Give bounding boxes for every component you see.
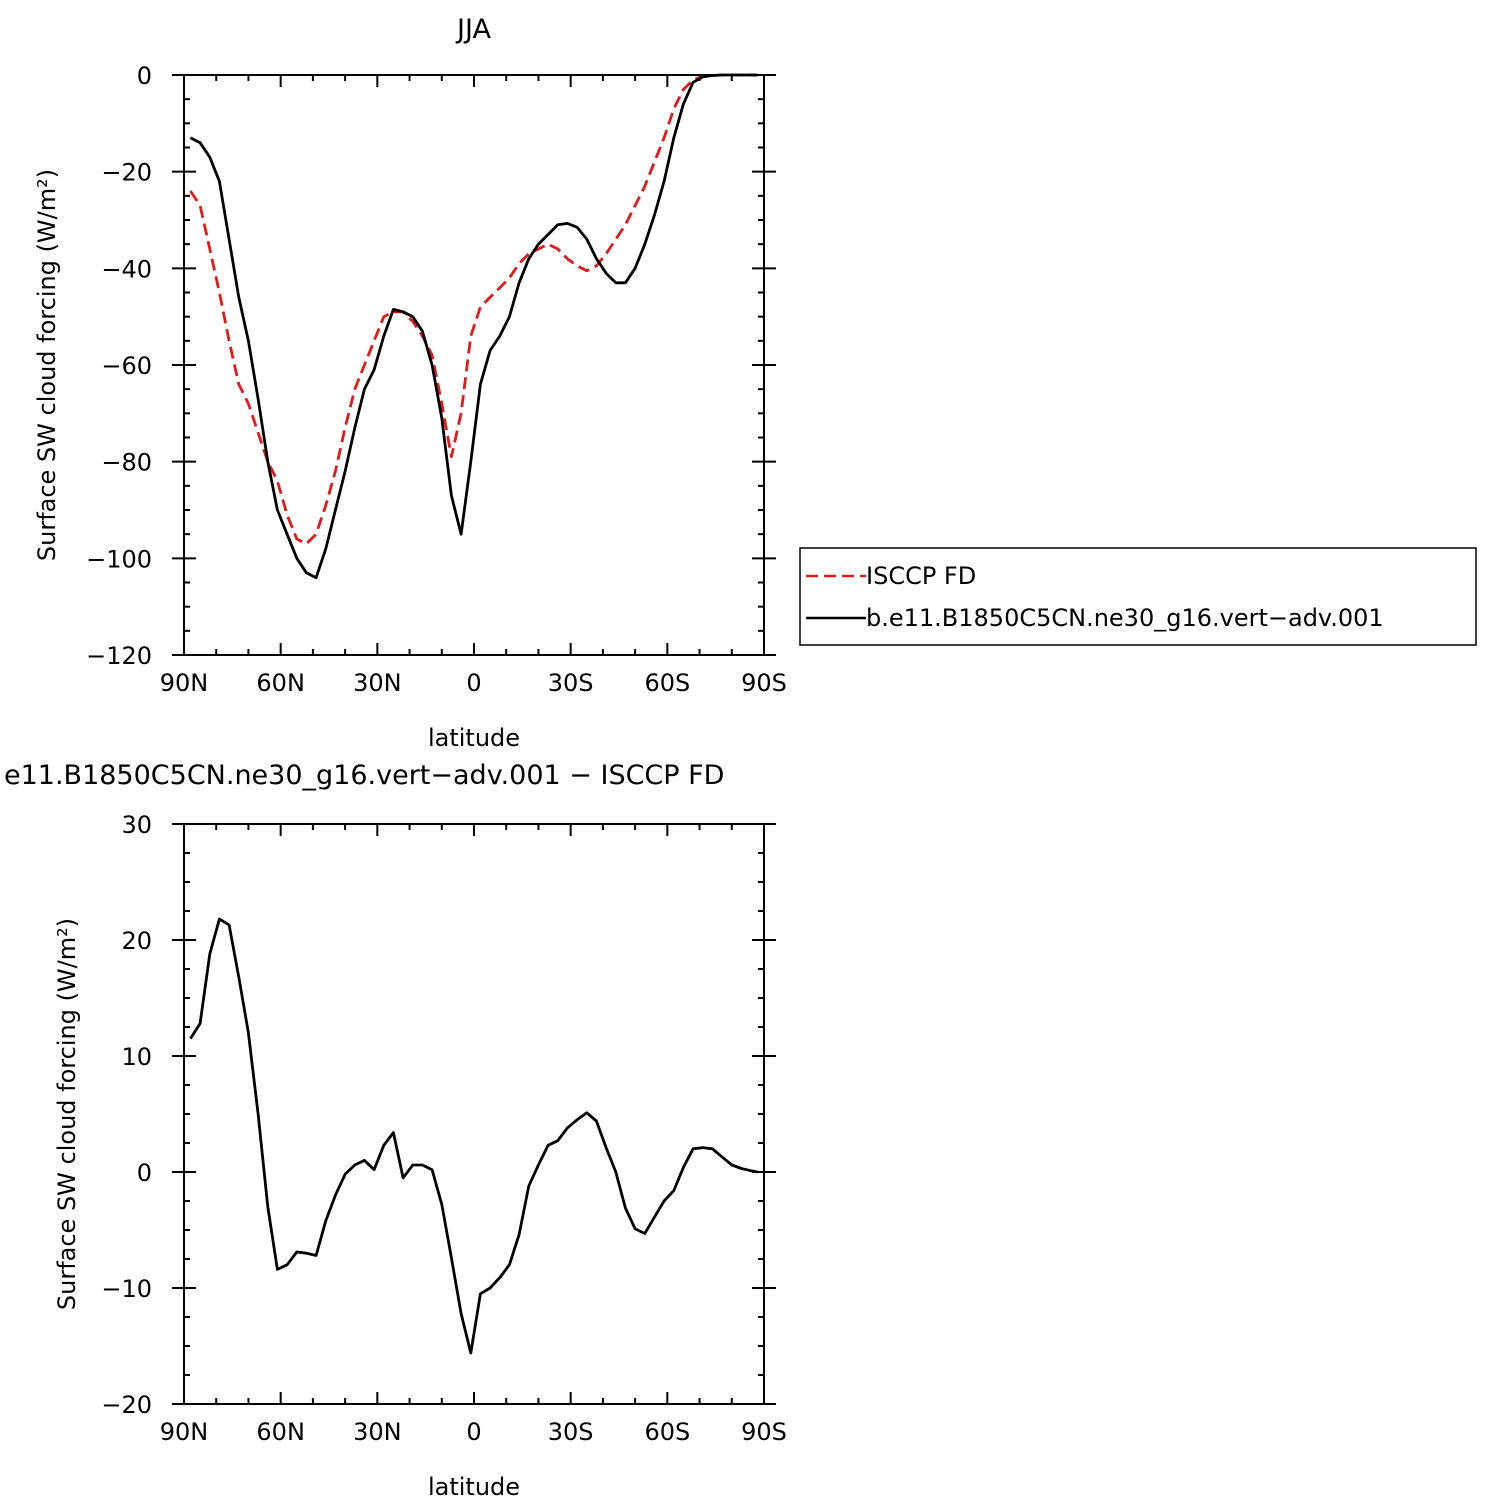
legend-box: [799, 547, 1477, 646]
bottom-chart-x-axis-label: latitude: [428, 1473, 520, 1501]
bottom-chart-x-tick-label: 60S: [644, 1418, 690, 1446]
top-chart-y-tick-label: −40: [101, 255, 152, 283]
top-chart-x-tick-label: 0: [466, 669, 481, 697]
top-chart-series: [189, 73, 758, 580]
top-chart-x-tick-label: 90S: [741, 669, 787, 697]
top-chart-y-tick-label: −120: [86, 642, 152, 670]
bottom-chart-y-tick-label: 20: [121, 927, 152, 955]
top-chart-y-tick-label: −100: [86, 545, 152, 573]
bottom-chart-x-tick-label: 90N: [160, 1418, 209, 1446]
bottom-chart-x-tick-label: 0: [466, 1418, 481, 1446]
bottom-chart-x-tick-label: 30N: [353, 1418, 402, 1446]
bottom-chart-series-line-0: [189, 917, 758, 1355]
top-chart-x-axis-label: latitude: [428, 724, 520, 752]
bottom-chart-x-tick-label: 30S: [548, 1418, 594, 1446]
top-chart-title: JJA: [455, 14, 491, 45]
top-chart-x-tick-label: 30S: [548, 669, 594, 697]
bottom-chart-y-tick-label: −10: [101, 1275, 152, 1303]
top-chart-y-tick-label: −60: [101, 352, 152, 380]
top-chart-x-tick-label: 90N: [160, 669, 209, 697]
top-chart-y-tick-label: −20: [101, 159, 152, 187]
top-chart-series-line-0: [189, 73, 758, 546]
bottom-chart-x-tick-label: 60N: [256, 1418, 305, 1446]
top-chart-ticks: 90N 60N 30N 0 30S 60S 90S 0 −20 −40 −60 −80 −100 −120: [86, 62, 787, 697]
top-chart-x-tick-label: 30N: [353, 669, 402, 697]
top-chart-y-axis-label: Surface SW cloud forcing (W/m²): [33, 169, 61, 561]
bottom-chart-y-tick-label: 0: [137, 1159, 152, 1187]
bottom-chart: e11.B1850C5CN.ne30_g16.vert−adv.001 − IS…: [4, 760, 787, 1501]
bottom-chart-y-tick-label: 10: [121, 1043, 152, 1071]
legend-label-isccp-fd: ISCCP FD: [866, 562, 976, 590]
legend-label-model: b.e11.B1850C5CN.ne30_g16.vert−adv.001: [866, 604, 1384, 632]
bottom-chart-y-axis-label: Surface SW cloud forcing (W/m²): [53, 918, 81, 1310]
bottom-chart-y-tick-label: 30: [121, 811, 152, 839]
bottom-chart-ticks: 90N 60N 30N 0 30S 60S 90S 30 20 10 0 −10 −20: [101, 811, 787, 1446]
bottom-chart-frame: [183, 823, 765, 1405]
top-chart-series-line-1: [189, 73, 758, 580]
top-chart-y-tick-label: −80: [101, 449, 152, 477]
bottom-chart-series: [189, 917, 758, 1355]
bottom-chart-y-tick-label: −20: [101, 1391, 152, 1419]
top-chart-x-tick-label: 60N: [256, 669, 305, 697]
bottom-chart-x-tick-label: 90S: [741, 1418, 787, 1446]
bottom-chart-title: e11.B1850C5CN.ne30_g16.vert−adv.001 − IS…: [4, 760, 724, 791]
top-chart: JJA 90N 60N 30N 0 30S 60S 90S 0 −20 −40 −60 −80 −100…: [33, 14, 787, 752]
top-chart-x-tick-label: 60S: [644, 669, 690, 697]
legend: ISCCP FD b.e11.B1850C5CN.ne30_g16.vert−a…: [799, 547, 1477, 646]
top-chart-frame: [183, 74, 765, 656]
top-chart-y-tick-label: 0: [137, 62, 152, 90]
